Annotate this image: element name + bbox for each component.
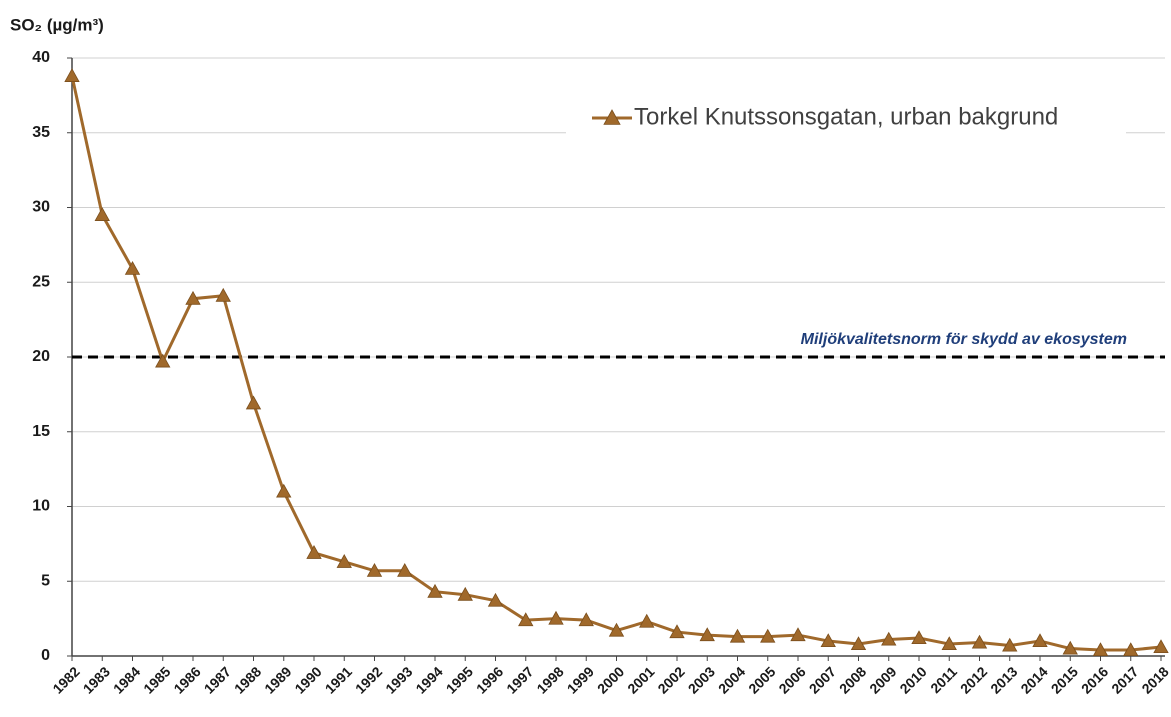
marker <box>94 207 110 221</box>
x-tick-label: 1985 <box>140 663 173 696</box>
x-tick-label: 2014 <box>1017 663 1050 696</box>
marker <box>881 631 897 646</box>
x-tick-label: 1995 <box>443 663 476 696</box>
marker <box>64 68 80 82</box>
marker <box>941 636 957 651</box>
x-tick-label: 2018 <box>1138 663 1171 696</box>
x-tick-label: 2005 <box>745 663 778 696</box>
marker <box>185 290 201 305</box>
marker <box>1153 639 1169 654</box>
marker <box>518 612 534 627</box>
x-tick-label: 2017 <box>1108 663 1141 696</box>
legend-background <box>566 100 1126 136</box>
marker <box>336 553 352 568</box>
y-tick-label: 40 <box>32 49 50 66</box>
x-tick-label: 2004 <box>715 663 748 696</box>
x-tick-label: 2002 <box>654 663 687 696</box>
x-tick-label: 1989 <box>261 663 294 696</box>
y-tick-label: 20 <box>32 348 50 365</box>
marker <box>729 628 746 643</box>
marker <box>215 287 231 302</box>
marker <box>850 636 867 651</box>
y-tick-label: 5 <box>41 572 50 589</box>
marker <box>124 260 141 275</box>
y-axis-title: SO₂ (µg/m³) <box>10 15 104 34</box>
marker <box>245 395 262 410</box>
x-tick-label: 1986 <box>170 663 203 696</box>
marker <box>548 610 564 625</box>
x-tick-label: 2007 <box>806 663 839 696</box>
x-tick-label: 1996 <box>473 663 506 696</box>
x-tick-label: 2013 <box>987 663 1020 696</box>
marker <box>760 628 776 643</box>
marker <box>1123 642 1139 657</box>
marker <box>699 627 715 642</box>
marker <box>487 592 504 607</box>
marker <box>457 586 473 601</box>
x-tick-label: 1991 <box>322 663 355 696</box>
x-tick-label: 1993 <box>382 663 415 696</box>
x-tick-label: 2001 <box>624 663 657 696</box>
x-tick-label: 2011 <box>927 663 960 696</box>
marker <box>790 627 806 642</box>
marker <box>1092 642 1109 657</box>
x-tick-label: 2015 <box>1048 663 1081 696</box>
x-tick-label: 1997 <box>503 663 536 696</box>
x-tick-label: 1992 <box>352 663 385 696</box>
x-tick-label: 1987 <box>201 663 234 696</box>
x-tick-label: 1994 <box>412 663 445 696</box>
x-tick-label: 1983 <box>80 663 113 696</box>
y-tick-label: 25 <box>32 273 50 290</box>
x-tick-label: 2009 <box>866 663 899 696</box>
marker <box>669 624 685 639</box>
x-tick-label: 1990 <box>291 663 324 696</box>
marker <box>366 562 383 577</box>
x-tick-label: 2006 <box>775 663 808 696</box>
marker <box>1032 633 1048 648</box>
y-tick-label: 10 <box>32 498 50 515</box>
x-tick-label: 1984 <box>110 663 143 696</box>
y-tick-label: 35 <box>32 124 50 141</box>
marker <box>578 612 594 627</box>
marker <box>1062 640 1078 655</box>
legend-marker <box>603 109 621 125</box>
marker <box>639 613 655 628</box>
x-tick-label: 2016 <box>1078 663 1111 696</box>
reference-label: Miljökvalitetsnorm för skydd av ekosyste… <box>801 331 1127 348</box>
y-tick-label: 30 <box>32 199 50 216</box>
x-tick-label: 1998 <box>533 663 566 696</box>
marker <box>971 634 988 649</box>
x-tick-label: 2008 <box>836 663 869 696</box>
x-tick-label: 1999 <box>564 663 597 696</box>
x-tick-label: 1988 <box>231 663 264 696</box>
marker <box>397 562 413 577</box>
legend-label: Torkel Knutssonsgatan, urban bakgrund <box>634 103 1058 130</box>
marker <box>427 583 443 598</box>
y-tick-label: 15 <box>32 423 50 440</box>
marker <box>306 545 322 559</box>
marker <box>155 353 171 368</box>
x-tick-label: 2000 <box>594 663 627 696</box>
y-tick-label: 0 <box>41 647 50 664</box>
marker <box>820 633 836 648</box>
x-tick-label: 2010 <box>896 663 929 696</box>
marker <box>608 622 625 637</box>
x-tick-label: 2003 <box>685 663 718 696</box>
x-tick-label: 2012 <box>957 663 990 696</box>
series-line <box>70 75 1162 652</box>
marker <box>276 483 292 498</box>
marker <box>1002 637 1018 652</box>
x-tick-label: 1982 <box>49 663 82 696</box>
marker <box>911 630 927 645</box>
